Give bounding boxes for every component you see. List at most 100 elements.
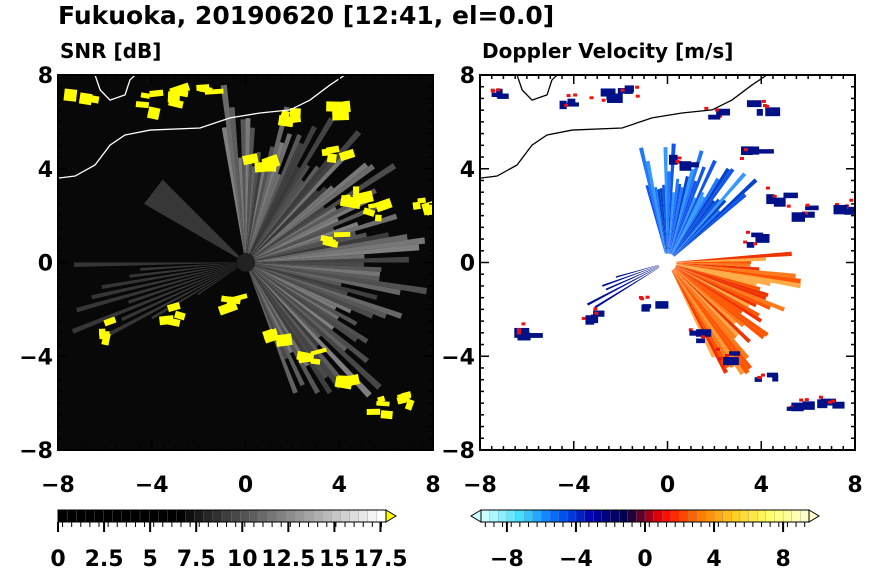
doppler-ray-approaching <box>646 160 667 256</box>
snr-ray <box>254 234 408 262</box>
snr-ray <box>246 161 264 254</box>
snr-ray <box>251 269 320 347</box>
snr-ray <box>252 268 382 390</box>
x-tick-label: 4 <box>754 473 769 498</box>
snr-ray <box>251 165 320 256</box>
echo-patch <box>229 293 248 303</box>
snr-ray <box>238 157 246 254</box>
echo-patch <box>310 347 327 356</box>
echo-patch <box>594 311 599 315</box>
echo-patch <box>521 322 526 326</box>
colorbar-cell <box>627 509 637 523</box>
doppler-ray-receding <box>671 268 735 369</box>
doppler-ray-receding <box>674 264 761 291</box>
echo-patch <box>758 149 774 154</box>
snr-ray <box>254 265 348 296</box>
echo-patch <box>756 108 763 116</box>
echo-patch <box>279 109 291 122</box>
colorbar-cell <box>249 509 259 523</box>
doppler-ray-receding <box>672 267 737 325</box>
doppler-ray-approaching <box>672 172 747 258</box>
echo-patch <box>600 88 616 97</box>
echo-patch <box>242 153 259 166</box>
snr-ray <box>249 166 301 255</box>
echo-patch <box>804 398 809 402</box>
colorbar-tick-label: −8 <box>490 547 524 570</box>
echo-patch <box>516 331 521 335</box>
colorbar-cell <box>139 509 150 523</box>
echo-patch <box>700 335 705 339</box>
snr-ray <box>254 263 381 277</box>
echo-patch <box>298 354 310 364</box>
radar-center <box>658 253 677 272</box>
colorbar-cell <box>176 509 187 523</box>
snr-ray <box>252 162 369 257</box>
colorbar-cell <box>774 509 784 523</box>
snr-ray <box>253 267 358 343</box>
echo-patch <box>833 204 848 215</box>
echo-patch <box>640 297 645 301</box>
echo-patch <box>159 315 174 326</box>
echo-patch <box>635 85 640 89</box>
snr-ray <box>252 269 322 339</box>
colorbar-cell <box>312 509 323 523</box>
echo-patch <box>749 146 760 155</box>
colorbar-cell <box>103 509 114 523</box>
snr-ray <box>250 164 310 255</box>
echo-patch <box>704 106 709 110</box>
doppler-ray-receding <box>674 261 751 264</box>
plot-area <box>58 75 433 450</box>
echo-patch <box>338 148 356 162</box>
snr-ray <box>251 152 336 256</box>
doppler-ray-approaching <box>669 180 698 256</box>
colorbar-cell <box>618 509 629 523</box>
echo-patch <box>730 357 739 366</box>
radar-center <box>236 253 255 272</box>
echo-patch <box>683 162 699 168</box>
echo-patch <box>849 198 854 202</box>
snr-ray <box>254 263 380 282</box>
echo-patch <box>593 310 605 317</box>
colorbar-cell <box>185 509 196 523</box>
echo-patch <box>140 92 151 99</box>
snr-ray <box>254 262 365 267</box>
y-tick-label: 4 <box>38 158 53 183</box>
snr-ray <box>253 267 369 344</box>
snr-ray <box>253 266 337 311</box>
echo-patch <box>325 145 340 155</box>
snr-ray <box>253 206 326 258</box>
echo-patch <box>496 88 503 98</box>
echo-patch <box>334 376 353 390</box>
echo-patch <box>376 400 390 407</box>
colorbar-cell <box>515 509 525 523</box>
echo-patch <box>714 108 719 112</box>
doppler-ray-receding <box>674 263 801 284</box>
echo-patch <box>668 154 678 165</box>
x-tick-label: 4 <box>332 473 347 498</box>
doppler-ray-approaching <box>672 199 727 258</box>
snr-ray <box>245 118 251 254</box>
x-tick-label: −8 <box>463 473 497 498</box>
coastline <box>516 75 558 101</box>
snr-ray <box>246 166 256 254</box>
echo-patch <box>366 408 381 415</box>
doppler-ray-approaching <box>667 171 671 256</box>
colorbar-cell <box>148 509 159 523</box>
echo-patch <box>688 328 693 332</box>
colorbar-cell <box>121 509 132 523</box>
snr-ray <box>254 266 374 319</box>
snr-ray <box>248 133 293 254</box>
echo-patch <box>167 91 181 103</box>
snr-ray <box>254 265 387 319</box>
doppler-ray-receding <box>674 263 771 287</box>
echo-patch <box>103 316 117 327</box>
doppler-ray-approaching <box>672 209 721 258</box>
snr-ray <box>254 264 378 300</box>
y-tick-label: 0 <box>460 252 475 277</box>
snr-ray <box>121 266 238 322</box>
echo-patch <box>817 399 828 409</box>
snr-ray <box>254 256 409 263</box>
snr-ray <box>101 263 237 290</box>
snr-ray <box>252 189 319 256</box>
echo-patch <box>320 234 334 243</box>
